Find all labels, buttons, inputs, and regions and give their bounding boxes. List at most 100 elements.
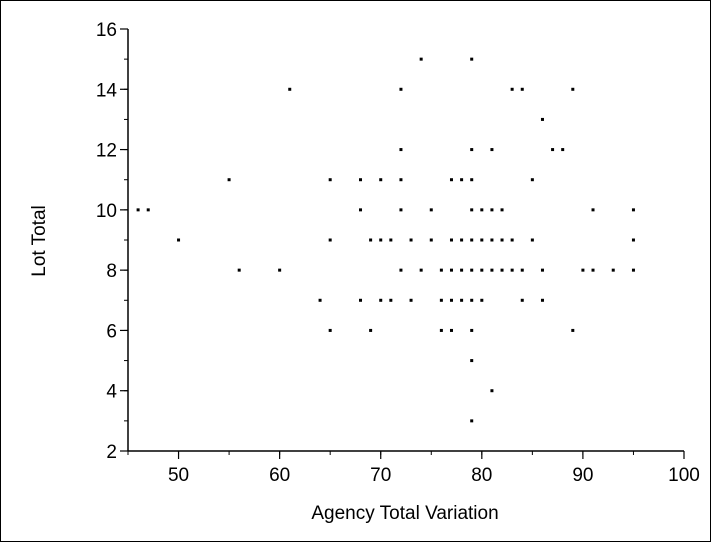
data-point [460, 238, 464, 242]
data-point [510, 268, 514, 272]
data-point [177, 238, 181, 242]
y-tick-label: 6 [106, 321, 117, 342]
data-point [399, 178, 403, 182]
data-point [480, 298, 484, 302]
data-point [227, 178, 231, 182]
y-tick-label: 8 [106, 261, 117, 282]
data-point [399, 148, 403, 152]
data-point [328, 238, 332, 242]
data-point [470, 419, 474, 423]
data-point [369, 238, 373, 242]
data-point [490, 238, 494, 242]
data-point [611, 268, 615, 272]
data-point [520, 268, 524, 272]
data-point [551, 148, 555, 152]
data-point [419, 268, 423, 272]
data-point [379, 238, 383, 242]
data-point [540, 268, 544, 272]
data-point [449, 178, 453, 182]
x-tick-label: 60 [269, 465, 290, 486]
data-point [429, 238, 433, 242]
data-point [470, 148, 474, 152]
data-point [369, 328, 373, 332]
data-point [449, 268, 453, 272]
data-point [490, 148, 494, 152]
data-point [359, 178, 363, 182]
data-point [409, 298, 413, 302]
x-tick-label: 80 [471, 465, 492, 486]
data-point [146, 208, 150, 212]
data-point [530, 178, 534, 182]
x-tick-label: 100 [668, 465, 700, 486]
data-point [470, 328, 474, 332]
y-tick-label: 10 [96, 201, 117, 222]
data-point [510, 238, 514, 242]
data-point [591, 208, 595, 212]
data-point [429, 208, 433, 212]
x-tick-label: 90 [572, 465, 593, 486]
data-point [449, 298, 453, 302]
data-point [379, 298, 383, 302]
data-point [540, 117, 544, 121]
data-point [328, 328, 332, 332]
data-point [449, 328, 453, 332]
data-point [399, 268, 403, 272]
data-point [460, 268, 464, 272]
y-tick-label: 12 [96, 141, 117, 162]
y-tick-label: 14 [96, 80, 118, 101]
data-point [470, 359, 474, 363]
data-point [490, 208, 494, 212]
data-point [591, 268, 595, 272]
data-point [328, 178, 332, 182]
data-point [460, 178, 464, 182]
data-point [631, 268, 635, 272]
data-point [136, 208, 140, 212]
data-point [237, 268, 241, 272]
data-point [389, 238, 393, 242]
data-point [500, 268, 504, 272]
data-point [379, 178, 383, 182]
data-point [470, 298, 474, 302]
data-point [631, 208, 635, 212]
data-point [490, 389, 494, 393]
data-point [470, 238, 474, 242]
data-point [288, 87, 292, 91]
data-point [540, 298, 544, 302]
data-point [470, 268, 474, 272]
y-axis-label: Lot Total [29, 205, 50, 276]
axes [127, 29, 684, 452]
data-point [449, 238, 453, 242]
data-point [470, 208, 474, 212]
data-points [136, 57, 635, 423]
y-tick-label: 4 [106, 382, 117, 403]
data-point [571, 328, 575, 332]
data-point [399, 208, 403, 212]
data-point [480, 208, 484, 212]
data-point [581, 268, 585, 272]
data-point [520, 87, 524, 91]
y-tick-label: 2 [106, 442, 117, 463]
x-axis-label: Agency Total Variation [311, 503, 498, 524]
data-point [399, 87, 403, 91]
data-point [439, 298, 443, 302]
data-point [571, 87, 575, 91]
data-point [480, 268, 484, 272]
data-point [561, 148, 565, 152]
data-point [500, 238, 504, 242]
data-point [480, 238, 484, 242]
data-point [460, 298, 464, 302]
data-point [510, 87, 514, 91]
data-point [389, 298, 393, 302]
x-tick-label: 50 [168, 465, 189, 486]
data-point [490, 268, 494, 272]
data-point [318, 298, 322, 302]
data-point [631, 238, 635, 242]
data-point [409, 238, 413, 242]
data-point [439, 328, 443, 332]
data-point [359, 298, 363, 302]
data-point [470, 57, 474, 61]
data-point [419, 57, 423, 61]
axis-ticks [120, 28, 685, 459]
